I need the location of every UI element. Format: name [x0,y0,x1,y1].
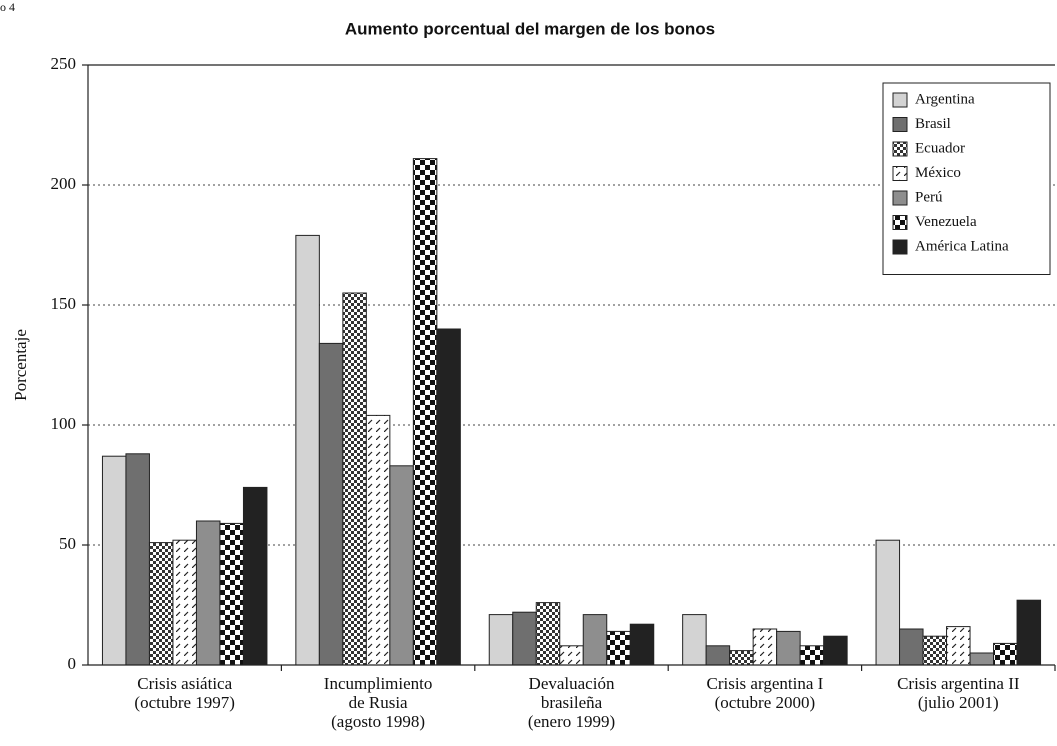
x-tick-label: Crisis argentina II [897,674,1020,693]
bar [342,292,367,666]
bar [776,630,801,666]
bar [1016,599,1042,666]
legend-label: Perú [915,189,943,205]
legend-swatch [892,117,908,132]
bar [823,635,848,666]
y-tick-label: 100 [51,414,77,433]
legend-label: Venezuela [915,214,977,230]
x-tick-label: Devaluación [529,674,615,693]
legend-label: México [915,165,961,181]
bar [969,652,995,666]
bar [318,342,344,666]
x-tick-label: (julio 2001) [918,693,999,712]
bar [606,630,631,666]
legend-swatch [892,190,908,206]
bar [488,614,514,666]
y-tick-label: 150 [51,294,77,313]
bar [559,645,584,666]
legend-label: Brasil [915,116,951,132]
bar [101,455,127,666]
legend-swatch [892,215,908,230]
bar [195,520,221,666]
bar [148,542,174,666]
bar [535,602,561,666]
x-tick-label: de Rusia [349,693,408,712]
legend-swatch [892,239,908,255]
bar [242,486,268,666]
legend-label: Argentina [915,91,975,107]
x-tick-label: (enero 1999) [528,712,615,731]
bar [752,628,778,666]
bar [946,626,971,666]
bar [125,453,150,666]
y-tick-label: 50 [59,534,76,553]
legend-swatch [892,166,908,181]
bar [629,623,655,666]
bar [799,645,825,666]
legend-label: Ecuador [915,140,965,156]
bar [582,614,608,666]
bar [875,539,901,666]
x-tick-label: Crisis asiática [137,674,232,693]
x-tick-label: Incumplimiento [324,674,433,693]
bar [993,642,1018,666]
bar [295,234,320,666]
bar [436,328,461,666]
bar [682,614,707,666]
x-tick-label: brasileña [541,693,603,712]
bar [512,611,537,666]
bar [389,465,414,666]
x-tick-label: (agosto 1998) [331,712,425,731]
corner-label: o 4 [0,0,15,14]
bar [219,522,244,666]
bar [172,539,197,666]
x-tick-label: (octubre 1997) [134,693,235,712]
chart-title: Aumento porcentual del margen de los bon… [345,19,715,38]
legend-label: América Latina [915,238,1009,254]
x-tick-label: Crisis argentina I [707,674,824,693]
legend-box [882,82,1051,275]
legend-swatch [892,92,908,108]
y-tick-label: 250 [51,54,77,73]
bar [705,645,731,666]
x-tick-label: (octubre 2000) [715,693,816,712]
y-tick-label: 0 [68,654,77,673]
bar [922,635,948,666]
bar [412,158,438,666]
legend-swatch [892,141,908,157]
bar [365,414,391,666]
y-tick-label: 200 [51,174,77,193]
bar [729,650,754,666]
y-axis-label: Porcentaje [11,329,30,401]
bar [899,628,924,666]
